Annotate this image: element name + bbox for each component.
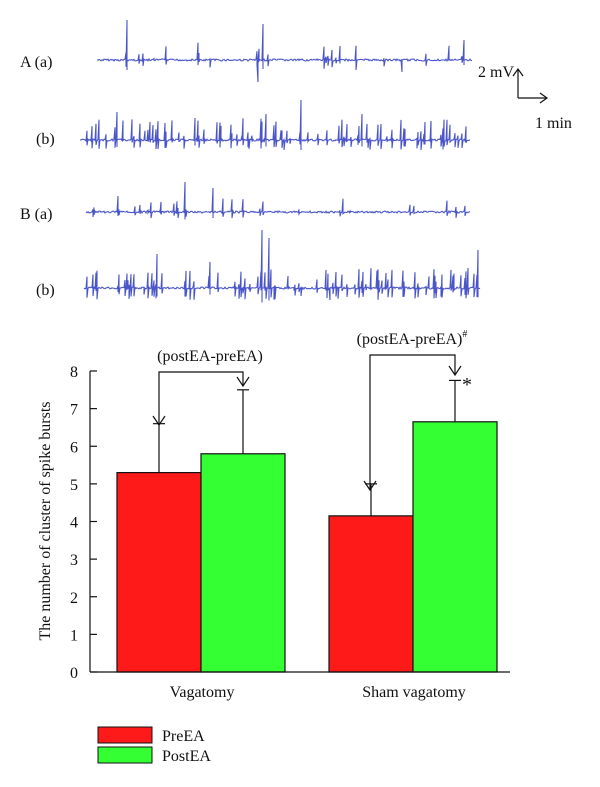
bracket-2-left-arrowhead bbox=[363, 480, 377, 492]
bracket-2-right-arrowhead bbox=[448, 365, 462, 377]
bracket-1-right-arrowhead bbox=[236, 376, 250, 388]
bracket-2-label-superscript: # bbox=[462, 329, 467, 340]
trace-label-a-a: A (a) bbox=[20, 54, 52, 71]
legend-swatch-preea bbox=[97, 726, 153, 744]
y-tick-label: 6 bbox=[70, 439, 78, 456]
error-bars bbox=[153, 379, 461, 516]
y-tick-label: 1 bbox=[70, 627, 78, 644]
scale-bar-time-label: 1 min bbox=[535, 115, 572, 132]
legend-label-preea: PreEA bbox=[162, 728, 205, 745]
y-axis-title: The number of cluster of spike bursts bbox=[37, 401, 54, 640]
y-tick-label: 0 bbox=[70, 665, 78, 682]
trace-label-b-a: B (a) bbox=[20, 206, 52, 223]
y-tick-label: 2 bbox=[70, 590, 78, 607]
trace-panel: A (a) (b) B (a) (b) 2 mV 1 min bbox=[20, 19, 572, 303]
bar-postea-vagatomy bbox=[200, 453, 286, 673]
trace-label-b-b: (b) bbox=[36, 282, 55, 299]
legend: PreEA PostEA bbox=[97, 726, 211, 765]
trace-a-a bbox=[96, 19, 473, 83]
bracket-1-left-arrowhead bbox=[152, 415, 166, 427]
y-tick-marks bbox=[90, 370, 97, 673]
scale-bar-voltage-label: 2 mV bbox=[478, 64, 514, 81]
category-label-sham-vagatomy: Sham vagatomy bbox=[362, 684, 466, 701]
comparison-bracket-2 bbox=[363, 354, 462, 492]
bracket-1-line bbox=[158, 371, 244, 425]
bar-postea-sham-vagatomy bbox=[412, 421, 498, 673]
bracket-2-line bbox=[369, 354, 456, 490]
y-tick-label: 7 bbox=[70, 402, 78, 419]
bracket-2-label-text: (postEA-preEA) bbox=[357, 331, 463, 348]
y-tick-label: 8 bbox=[70, 364, 78, 381]
significance-star: * bbox=[462, 374, 472, 396]
trace-a-b bbox=[80, 99, 471, 151]
y-tick-label: 5 bbox=[70, 477, 78, 494]
bar-preea-vagatomy bbox=[116, 471, 202, 673]
trace-b-a bbox=[85, 181, 471, 220]
scale-bar-vertical-arrowhead bbox=[512, 67, 524, 77]
bar-preea-sham-vagatomy bbox=[328, 515, 414, 673]
legend-label-postea: PostEA bbox=[162, 748, 211, 765]
y-tick-labels: 0 1 2 3 4 5 6 7 8 bbox=[70, 364, 78, 682]
bars bbox=[116, 421, 498, 673]
bracket-2-label: (postEA-preEA)# bbox=[357, 329, 468, 348]
legend-swatch-postea bbox=[97, 746, 153, 764]
y-tick-label: 4 bbox=[70, 515, 78, 532]
scale-bar: 2 mV 1 min bbox=[478, 64, 572, 132]
bar-chart: The number of cluster of spike bursts 0 1… bbox=[37, 329, 510, 701]
y-tick-label: 3 bbox=[70, 552, 78, 569]
comparison-bracket-1 bbox=[152, 371, 250, 427]
category-label-vagatomy: Vagatomy bbox=[170, 684, 235, 701]
scale-bar-horizontal-arrowhead bbox=[539, 92, 549, 104]
trace-b-b bbox=[83, 229, 481, 303]
bracket-1-label: (postEA-preEA) bbox=[157, 348, 263, 365]
trace-label-a-b: (b) bbox=[36, 131, 55, 148]
